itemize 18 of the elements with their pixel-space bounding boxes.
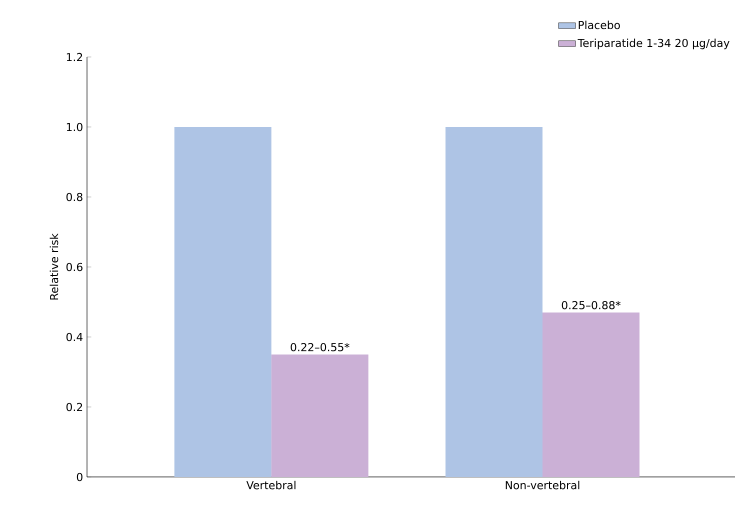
y-tick-label: 1.2	[66, 52, 82, 62]
annotation: 0.22–0.55*	[290, 343, 350, 352]
y-tick-label: 1.0	[66, 122, 82, 132]
x-tick-label: Vertebral	[246, 480, 296, 490]
annotation: 0.25–0.88*	[562, 301, 621, 310]
legend-label: Teriparatide 1-34 20 µg/day	[578, 38, 730, 50]
y-tick-label: 0.2	[66, 402, 82, 412]
y-tick-label: 0.6	[66, 262, 82, 272]
legend-label: Placebo	[578, 20, 620, 30]
y-tick-label: 0.4	[66, 332, 83, 342]
bar	[446, 126, 543, 477]
y-axis-title: Relative risk	[50, 233, 58, 300]
bar	[542, 312, 640, 477]
bar	[271, 354, 368, 477]
bar	[174, 126, 272, 477]
y-tick-label: 0.8	[66, 192, 82, 202]
x-tick-label: Non-vertebral	[506, 480, 580, 490]
y-tick-label: 0	[76, 472, 82, 482]
